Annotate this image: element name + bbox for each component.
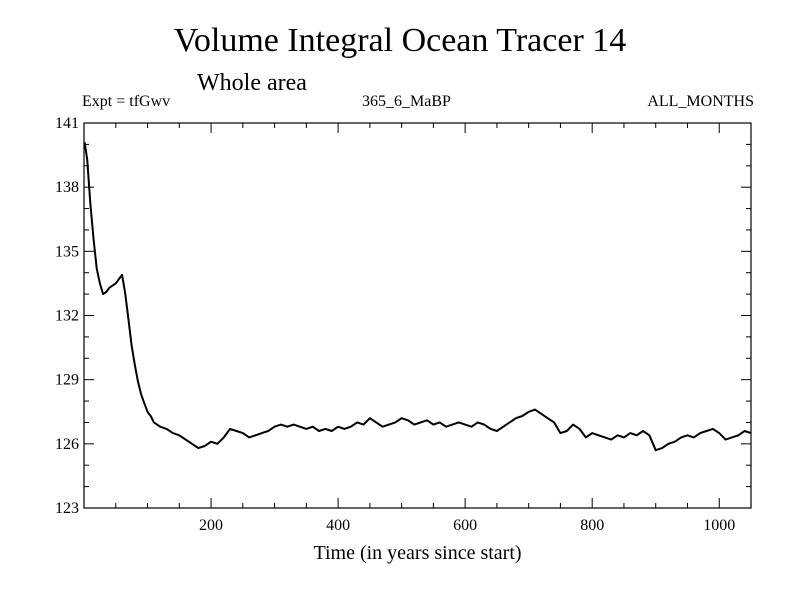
chart-title: Volume Integral Ocean Tracer 14: [173, 22, 627, 59]
x-axis-label: Time (in years since start): [313, 542, 521, 564]
months-label: ALL_MONTHS: [647, 93, 754, 110]
y-tick-label: 123: [55, 500, 79, 517]
experiment-label: Expt = tfGwv: [82, 93, 171, 110]
plot-frame: [83, 122, 752, 509]
chart-subtitle: Whole area: [197, 70, 307, 96]
y-tick-label: 141: [55, 115, 79, 132]
x-tick-label: 1000: [703, 517, 735, 534]
y-tick-label: 135: [55, 243, 79, 260]
x-tick-label: 200: [199, 517, 223, 534]
y-tick-label: 129: [55, 372, 79, 389]
y-tick-label: 126: [55, 436, 79, 453]
y-axis: 123 126 129 132 135 138 141: [55, 115, 751, 517]
x-tick-label: 800: [580, 517, 604, 534]
x-tick-label: 400: [326, 517, 350, 534]
y-tick-label: 132: [55, 308, 79, 325]
series-line: [83, 142, 752, 452]
y-tick-label: 138: [55, 179, 79, 196]
x-axis: 200 400 600 800 1000: [115, 123, 735, 534]
x-tick-label: 600: [453, 517, 477, 534]
period-label: 365_6_MaBP: [362, 93, 451, 110]
